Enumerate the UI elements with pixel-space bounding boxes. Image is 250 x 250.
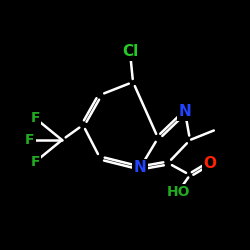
Text: Cl: Cl (122, 44, 138, 60)
Text: HO: HO (166, 185, 190, 199)
Text: N: N (134, 160, 146, 176)
Text: N: N (178, 104, 192, 120)
Text: O: O (204, 156, 216, 170)
Text: F: F (25, 133, 35, 147)
Text: F: F (30, 155, 40, 169)
Text: F: F (30, 111, 40, 125)
